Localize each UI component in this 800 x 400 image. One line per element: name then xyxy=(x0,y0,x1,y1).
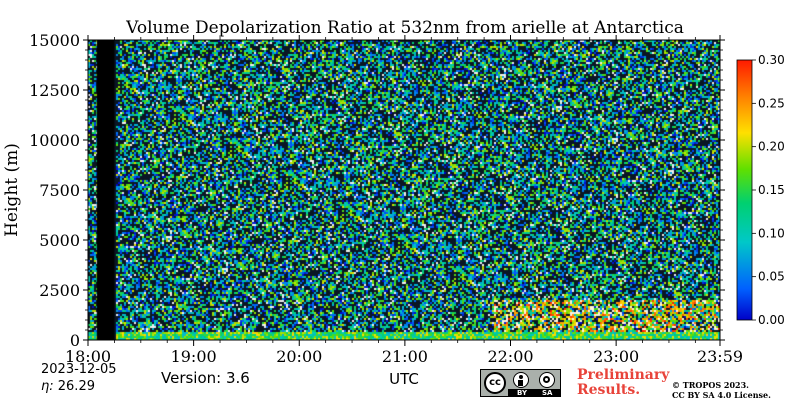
version-label: Version: 3.6 xyxy=(161,369,250,387)
colorbar-tick-label: 0.00 xyxy=(758,313,785,327)
sa-icon xyxy=(539,372,555,388)
chart-title: Volume Depolarization Ratio at 532nm fro… xyxy=(125,18,684,38)
eta-label: η: xyxy=(41,379,54,394)
colorbar-ticks: 0.00 0.05 0.10 0.15 0.20 0.25 0.30 xyxy=(752,53,785,327)
x-tick-label: 23:59 xyxy=(697,347,743,366)
y-axis: 0 2500 5000 7500 10000 12500 15000 xyxy=(29,31,725,350)
colorbar-gradient xyxy=(736,59,753,321)
x-tick-label: 20:00 xyxy=(276,347,322,366)
x-tick-label: 23:00 xyxy=(593,347,639,366)
x-axis-label: UTC xyxy=(389,370,419,388)
y-axis-label: Height (m) xyxy=(2,143,22,237)
cc-icon: cc xyxy=(484,372,506,394)
y-tick-label: 15000 xyxy=(29,31,80,50)
y-tick-label: 12500 xyxy=(29,81,80,100)
x-tick-label: 19:00 xyxy=(171,347,217,366)
cc-license-badge: cc BY SA xyxy=(480,369,561,397)
preliminary-results-note: Preliminary Results. xyxy=(577,368,669,398)
preliminary-line1: Preliminary xyxy=(577,367,670,383)
copyright-line2: CC BY SA 4.0 License. xyxy=(672,390,771,400)
y-tick-label: 7500 xyxy=(39,181,80,200)
y-tick-label: 5000 xyxy=(39,231,80,250)
x-tick-label: 22:00 xyxy=(487,347,533,366)
by-label: BY xyxy=(517,389,528,397)
heatmap-image xyxy=(88,40,720,340)
eta-value: 26.29 xyxy=(57,379,95,394)
preliminary-line2: Results. xyxy=(577,382,641,398)
date-label: 2023-12-05 xyxy=(41,362,117,377)
copyright-line1: © TROPOS 2023. xyxy=(672,380,749,390)
colorbar: 0.00 0.05 0.10 0.15 0.20 0.25 0.30 xyxy=(736,53,785,327)
y-tick-label: 10000 xyxy=(29,131,80,150)
x-axis: 18:00 19:00 20:00 21:00 22:00 23:00 23:59 xyxy=(65,35,743,366)
colorbar-tick-label: 0.05 xyxy=(758,270,785,284)
y-tick-label: 0 xyxy=(70,331,80,350)
x-tick-label: 18:00 xyxy=(65,347,111,366)
plot-area xyxy=(87,39,721,341)
by-icon xyxy=(513,372,529,388)
sa-label: SA xyxy=(542,389,553,397)
colorbar-tick-label: 0.30 xyxy=(758,53,785,67)
colorbar-tick-label: 0.25 xyxy=(758,96,785,110)
y-tick-label: 2500 xyxy=(39,281,80,300)
colorbar-tick-label: 0.15 xyxy=(758,183,785,197)
copyright-note: © TROPOS 2023. CC BY SA 4.0 License. xyxy=(672,380,771,400)
eta-row: η: 26.29 xyxy=(41,379,95,394)
colorbar-tick-label: 0.10 xyxy=(758,226,785,240)
x-tick-label: 21:00 xyxy=(382,347,428,366)
colorbar-tick-label: 0.20 xyxy=(758,140,785,154)
